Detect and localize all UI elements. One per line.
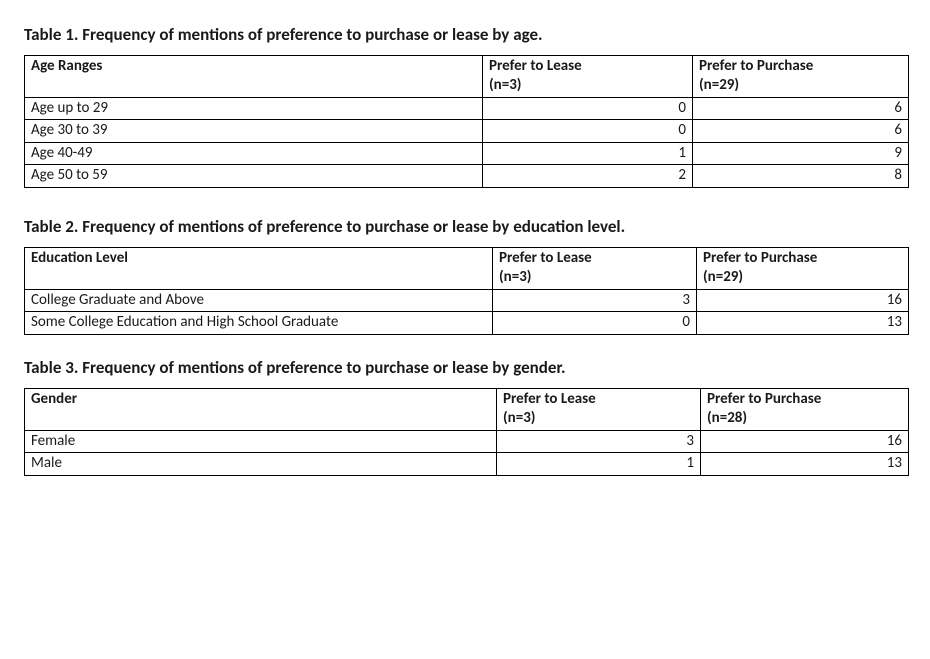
table1-col2-header-line2: (n=3) xyxy=(489,76,521,94)
table3-col2-header-line1: Prefer to Lease xyxy=(503,390,596,408)
table1-header-row: Age Ranges Prefer to Lease (n=3) Prefer … xyxy=(25,55,909,97)
table2-row1-purchase: 13 xyxy=(697,312,909,335)
table1-row2-purchase: 9 xyxy=(693,142,909,165)
table1-col2-header-line1: Prefer to Lease xyxy=(489,57,582,75)
table2-col3-header-line2: (n=29) xyxy=(703,268,743,286)
table1-row1-label: Age 30 to 39 xyxy=(25,120,483,143)
table2-col1-header: Education Level xyxy=(25,247,493,289)
table2-caption: Table 2. Frequency of mentions of prefer… xyxy=(24,216,906,239)
table1-row3-label: Age 50 to 59 xyxy=(25,165,483,188)
table3-col1-header: Gender xyxy=(25,388,497,430)
table3-row1-lease: 1 xyxy=(497,453,701,476)
table1-row0-lease: 0 xyxy=(483,97,693,120)
table-row: Age 40-49 1 9 xyxy=(25,142,909,165)
table2-header-row: Education Level Prefer to Lease (n=3) Pr… xyxy=(25,247,909,289)
table3-col2-header-line2: (n=3) xyxy=(503,409,535,427)
table1-row1-lease: 0 xyxy=(483,120,693,143)
table2-row1-lease: 0 xyxy=(493,312,697,335)
table3-header-row: Gender Prefer to Lease (n=3) Prefer to P… xyxy=(25,388,909,430)
table1-col2-header: Prefer to Lease (n=3) xyxy=(483,55,693,97)
table2: Education Level Prefer to Lease (n=3) Pr… xyxy=(24,247,909,335)
table3-row1-purchase: 13 xyxy=(701,453,909,476)
table1-row2-label: Age 40-49 xyxy=(25,142,483,165)
table-row: Female 3 16 xyxy=(25,430,909,453)
table3-row0-lease: 3 xyxy=(497,430,701,453)
table-row: Age up to 29 0 6 xyxy=(25,97,909,120)
table3-col3-header-line1: Prefer to Purchase xyxy=(707,390,821,408)
table3-col2-header: Prefer to Lease (n=3) xyxy=(497,388,701,430)
table1-row2-lease: 1 xyxy=(483,142,693,165)
table2-col2-header-line1: Prefer to Lease xyxy=(499,249,592,267)
table1-row3-lease: 2 xyxy=(483,165,693,188)
table3-col3-header: Prefer to Purchase (n=28) xyxy=(701,388,909,430)
table2-row1-label: Some College Education and High School G… xyxy=(25,312,493,335)
table3: Gender Prefer to Lease (n=3) Prefer to P… xyxy=(24,388,909,476)
table2-row0-purchase: 16 xyxy=(697,289,909,312)
table3-row0-purchase: 16 xyxy=(701,430,909,453)
table1-row0-label: Age up to 29 xyxy=(25,97,483,120)
table3-row0-label: Female xyxy=(25,430,497,453)
table2-col2-header-line2: (n=3) xyxy=(499,268,531,286)
table1-row3-purchase: 8 xyxy=(693,165,909,188)
table1-row1-purchase: 6 xyxy=(693,120,909,143)
table-row: College Graduate and Above 3 16 xyxy=(25,289,909,312)
table-row: Age 30 to 39 0 6 xyxy=(25,120,909,143)
table1: Age Ranges Prefer to Lease (n=3) Prefer … xyxy=(24,55,909,188)
table-row: Male 1 13 xyxy=(25,453,909,476)
table3-row1-label: Male xyxy=(25,453,497,476)
table-row: Age 50 to 59 2 8 xyxy=(25,165,909,188)
table3-col3-header-line2: (n=28) xyxy=(707,409,747,427)
table1-caption: Table 1. Frequency of mentions of prefer… xyxy=(24,24,906,47)
table1-col3-header-line1: Prefer to Purchase xyxy=(699,57,813,75)
table1-col3-header: Prefer to Purchase (n=29) xyxy=(693,55,909,97)
table2-col3-header-line1: Prefer to Purchase xyxy=(703,249,817,267)
table3-caption: Table 3. Frequency of mentions of prefer… xyxy=(24,357,906,380)
table1-col3-header-line2: (n=29) xyxy=(699,76,739,94)
table-row: Some College Education and High School G… xyxy=(25,312,909,335)
table2-col3-header: Prefer to Purchase (n=29) xyxy=(697,247,909,289)
table1-col1-header: Age Ranges xyxy=(25,55,483,97)
table1-row0-purchase: 6 xyxy=(693,97,909,120)
table2-col2-header: Prefer to Lease (n=3) xyxy=(493,247,697,289)
table2-row0-label: College Graduate and Above xyxy=(25,289,493,312)
table2-row0-lease: 3 xyxy=(493,289,697,312)
